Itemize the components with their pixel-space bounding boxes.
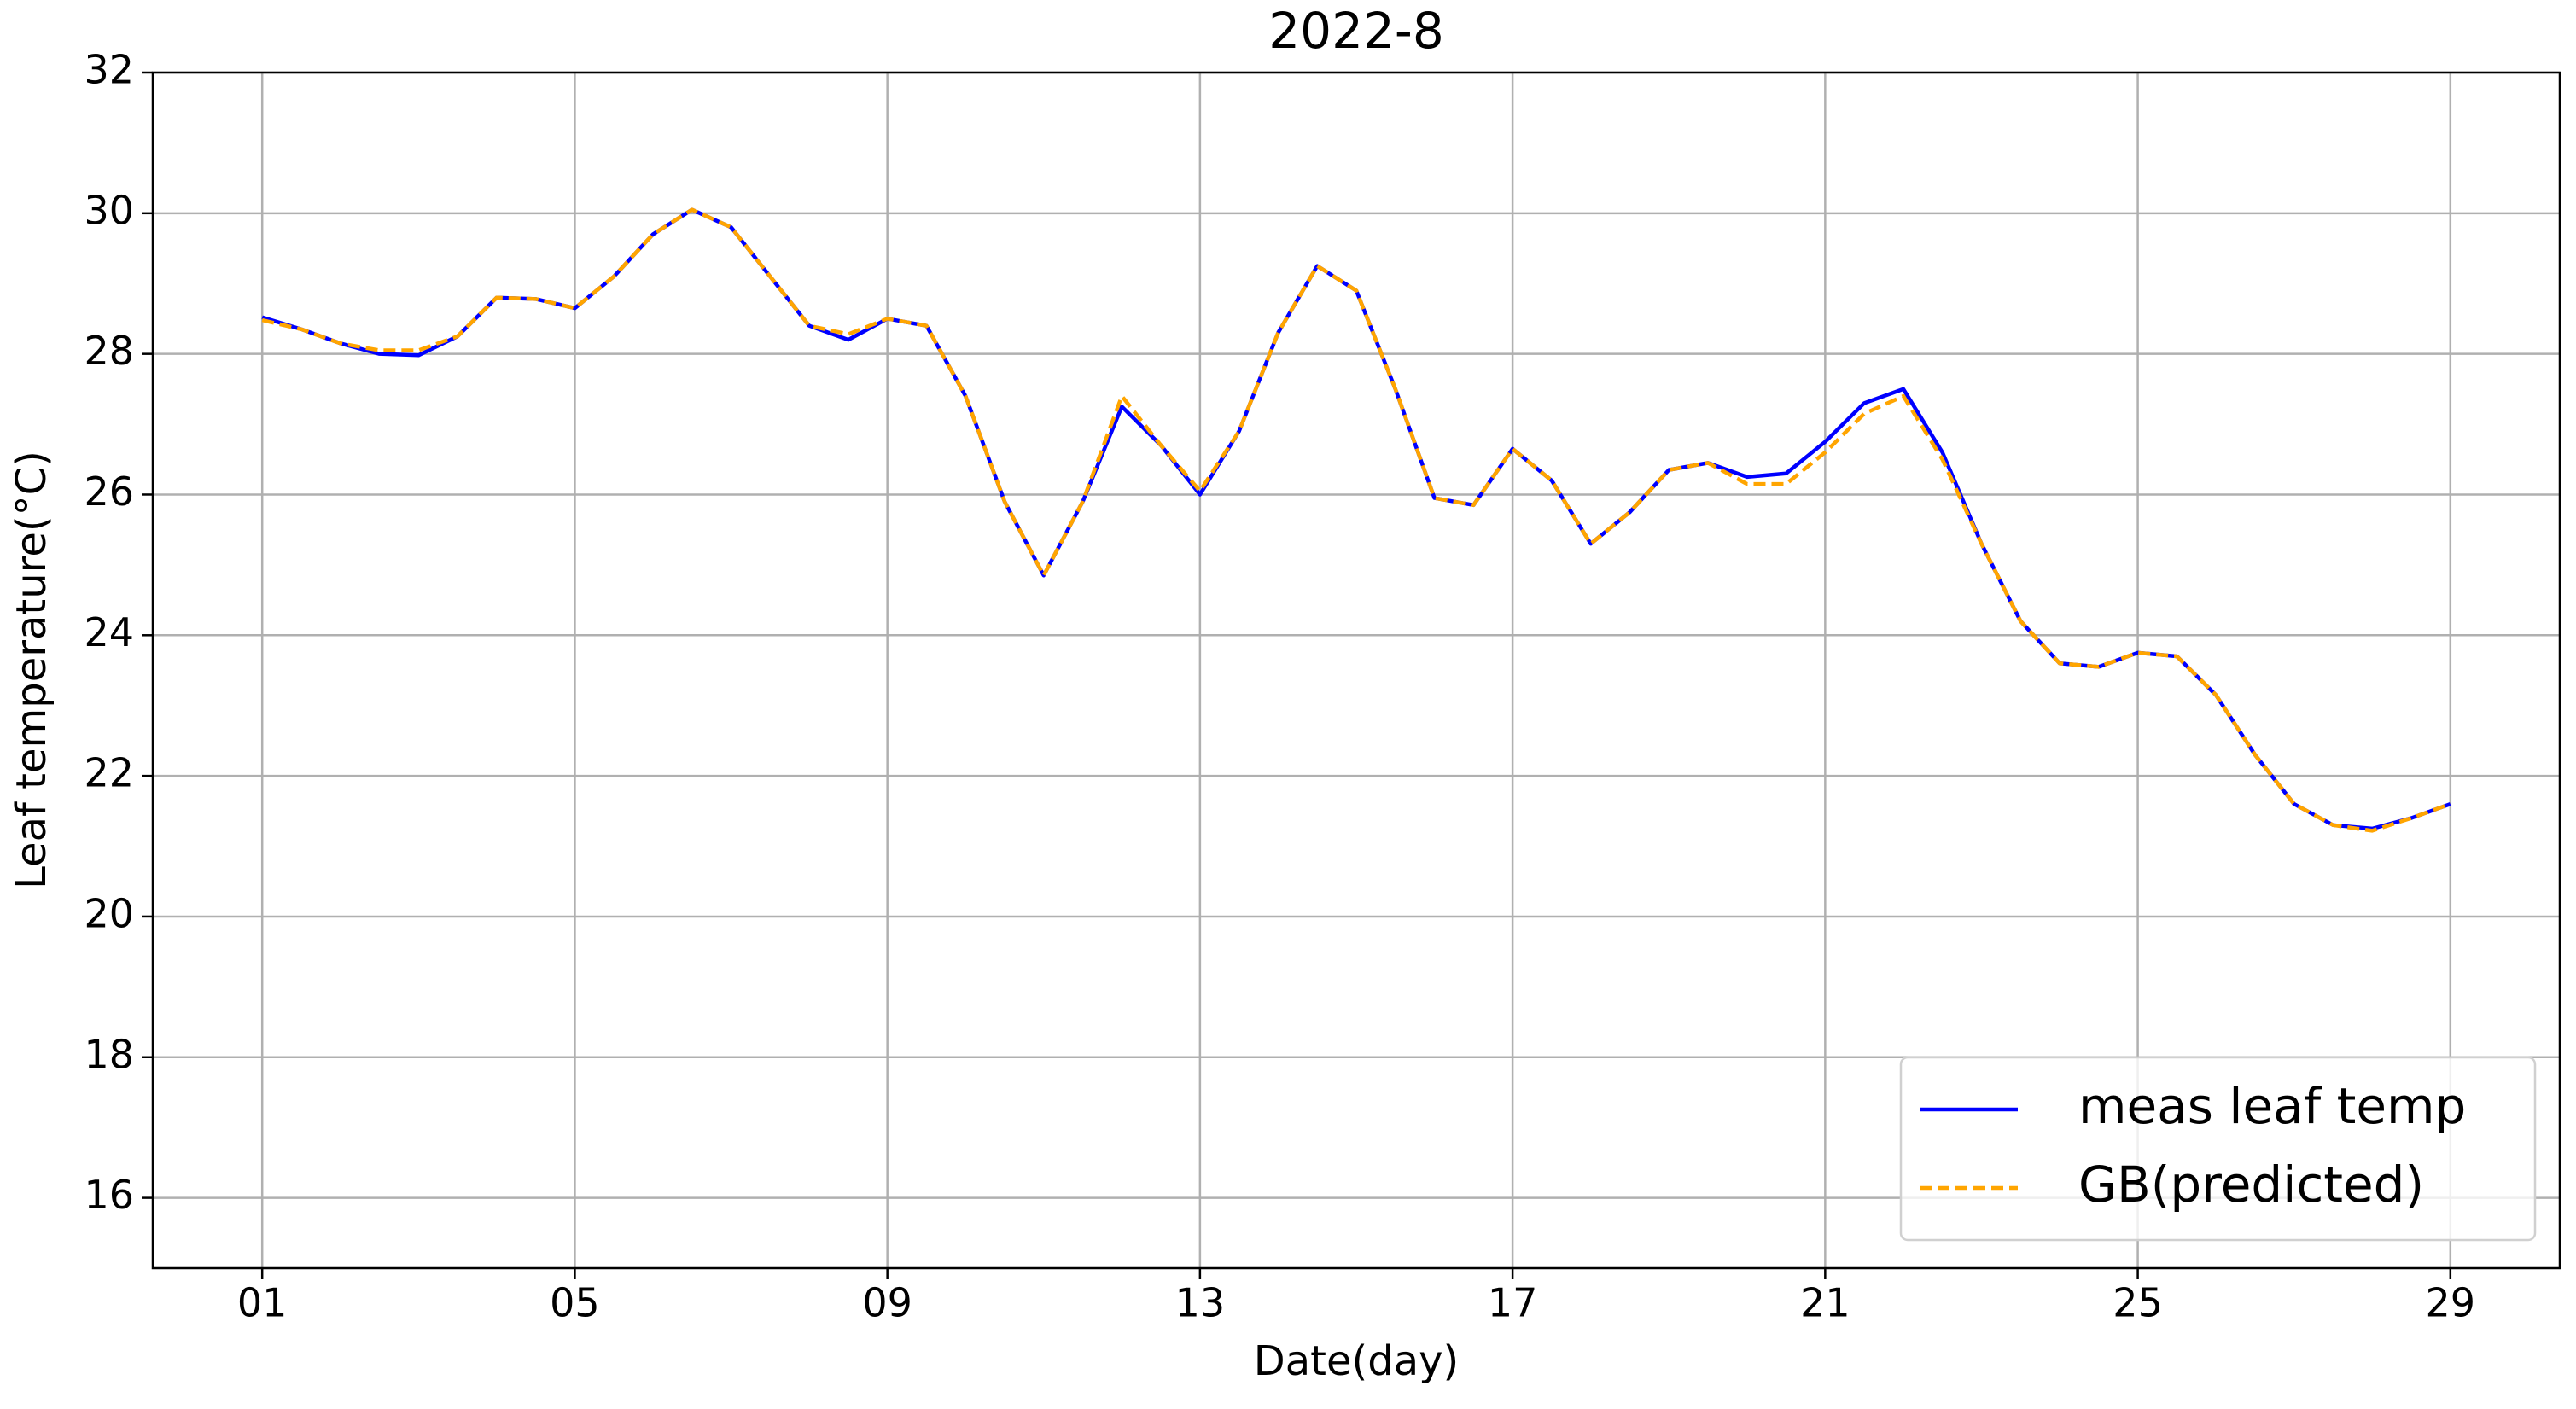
legend-frame: [1899, 1056, 2537, 1242]
x-tick-label: 29: [2426, 1280, 2476, 1326]
y-tick-label: 16: [84, 1172, 134, 1218]
data-line: [261, 207, 2451, 833]
y-tick-label: 22: [84, 750, 134, 796]
legend: meas leaf temp GB(predicted): [1899, 1056, 2537, 1242]
legend-label: GB(predicted): [2078, 1156, 2424, 1214]
x-axis-label: Date(day): [1254, 1337, 1459, 1385]
x-tick-label: 13: [1175, 1280, 1226, 1326]
x-tick-label: 09: [862, 1280, 912, 1326]
x-tick-label: 21: [1800, 1280, 1850, 1326]
data-line: [261, 207, 2451, 831]
plot-frame: [151, 71, 2561, 1270]
y-tick-label: 26: [84, 469, 134, 515]
chart-title: 2022-8: [1268, 2, 1443, 60]
x-tick-label: 01: [237, 1280, 288, 1326]
y-tick-label: 28: [84, 328, 134, 374]
y-axis-label: Leaf temperature(°C): [8, 451, 55, 889]
legend-label: meas leaf temp: [2078, 1077, 2466, 1135]
x-tick-label: 05: [550, 1280, 600, 1326]
x-tick-label: 17: [1488, 1280, 1538, 1326]
x-tick-label: 25: [2113, 1280, 2163, 1326]
y-tick-label: 24: [84, 609, 134, 655]
y-tick-label: 18: [84, 1031, 134, 1077]
y-tick-label: 32: [84, 47, 134, 93]
y-tick-label: 20: [84, 890, 134, 936]
y-tick-label: 30: [84, 187, 134, 233]
